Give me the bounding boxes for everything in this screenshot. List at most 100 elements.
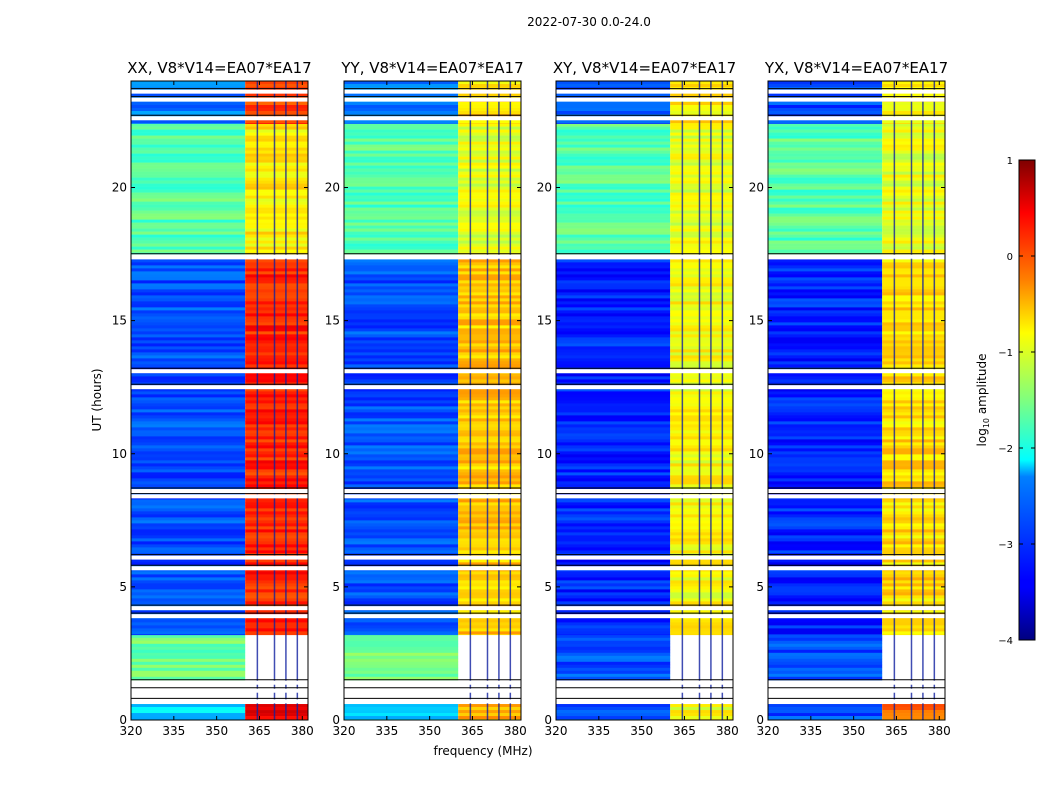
heatmap-cell (458, 262, 521, 266)
heatmap-cell (882, 454, 945, 458)
heatmap-cell (245, 484, 308, 488)
heatmap-cell (458, 589, 521, 593)
heatmap-cell (768, 595, 883, 599)
heatmap-cell (556, 640, 671, 645)
heatmap-cell (245, 126, 308, 130)
heatmap-cell (670, 535, 733, 539)
heatmap-cell (245, 147, 308, 151)
heatmap-cell (131, 445, 246, 449)
heatmap-cell (556, 240, 671, 244)
heatmap-cell (882, 511, 945, 515)
y-tick-label: 5 (119, 580, 127, 594)
heatmap-cell (556, 126, 671, 130)
heatmap-cell (245, 559, 308, 563)
heatmap-cell (344, 213, 459, 217)
heatmap-cell (670, 295, 733, 299)
heatmap-cell (131, 547, 246, 551)
heatmap-cell (556, 180, 671, 184)
heatmap-cell (131, 622, 246, 626)
heatmap-cell (556, 619, 671, 623)
heatmap-band (556, 704, 671, 721)
heatmap-cell (882, 547, 945, 551)
heatmap-cell (245, 268, 308, 272)
heatmap-cell (344, 310, 459, 314)
heatmap-cell (670, 460, 733, 464)
heatmap-cell (670, 228, 733, 232)
heatmap-cell (556, 535, 671, 539)
heatmap-cell (768, 704, 883, 708)
heatmap-cell (556, 397, 671, 401)
heatmap-cell (768, 619, 883, 623)
heatmap-cell (245, 328, 308, 332)
heatmap-cell (131, 649, 246, 654)
heatmap-cell (245, 237, 308, 241)
heatmap-cell (458, 541, 521, 545)
heatmap-cell (556, 574, 671, 578)
colorbar-label-prefix: log (975, 428, 989, 446)
heatmap-cell (344, 472, 459, 476)
heatmap-cell (344, 204, 459, 208)
heatmap-cell (670, 322, 733, 326)
heatmap-cell (882, 412, 945, 416)
colorbar-tick-label: 1 (1007, 156, 1013, 167)
heatmap-cell (882, 177, 945, 181)
heatmap-cell (882, 400, 945, 404)
heatmap-cell (768, 511, 883, 515)
heatmap-cell (245, 192, 308, 196)
heatmap-cell (882, 316, 945, 320)
heatmap-cell (556, 334, 671, 338)
heatmap-cell (768, 676, 883, 681)
heatmap-cell (882, 298, 945, 302)
flagged-row (556, 614, 733, 619)
heatmap-cell (768, 478, 883, 482)
heatmap-cell (768, 343, 883, 347)
heatmap-cell (882, 310, 945, 314)
heatmap-cell (768, 111, 883, 115)
heatmap-cell (344, 523, 459, 527)
heatmap-cell (670, 391, 733, 395)
heatmap-cell (882, 340, 945, 344)
heatmap-cell (768, 246, 883, 250)
heatmap-cell (245, 319, 308, 323)
heatmap-cell (131, 601, 246, 605)
heatmap-cell (556, 472, 671, 476)
heatmap-cell (458, 409, 521, 413)
heatmap-cell (458, 286, 521, 290)
heatmap-cell (245, 177, 308, 181)
heatmap-cell (670, 180, 733, 184)
heatmap-cell (245, 271, 308, 275)
heatmap-cell (458, 439, 521, 443)
heatmap-cell (556, 529, 671, 533)
heatmap-cell (458, 430, 521, 434)
heatmap-cell (245, 547, 308, 551)
heatmap-cell (768, 183, 883, 187)
heatmap-cell (245, 259, 308, 263)
heatmap-cell (245, 523, 308, 527)
heatmap-cell (344, 331, 459, 335)
heatmap-cell (882, 442, 945, 446)
heatmap-cell (768, 210, 883, 214)
heatmap-cell (768, 580, 883, 584)
heatmap-cell (768, 598, 883, 602)
heatmap-cell (344, 180, 459, 184)
heatmap-cell (670, 186, 733, 190)
heatmap-cell (768, 331, 883, 335)
heatmap-cell (768, 243, 883, 247)
heatmap-cell (131, 237, 246, 241)
heatmap-cell (131, 508, 246, 512)
heatmap-cell (458, 460, 521, 464)
heatmap-cell (882, 313, 945, 317)
heatmap-cell (458, 442, 521, 446)
heatmap-cell (768, 421, 883, 425)
heatmap-cell (131, 562, 246, 566)
heatmap-cell (882, 334, 945, 338)
heatmap-cell (245, 713, 308, 717)
heatmap-cell (670, 406, 733, 410)
heatmap-band (768, 634, 883, 681)
heatmap-cell (670, 502, 733, 506)
heatmap-cell (245, 532, 308, 536)
heatmap-cell (131, 340, 246, 344)
heatmap-cell (768, 634, 883, 636)
heatmap-cell (131, 174, 246, 178)
heatmap-band (458, 259, 521, 636)
